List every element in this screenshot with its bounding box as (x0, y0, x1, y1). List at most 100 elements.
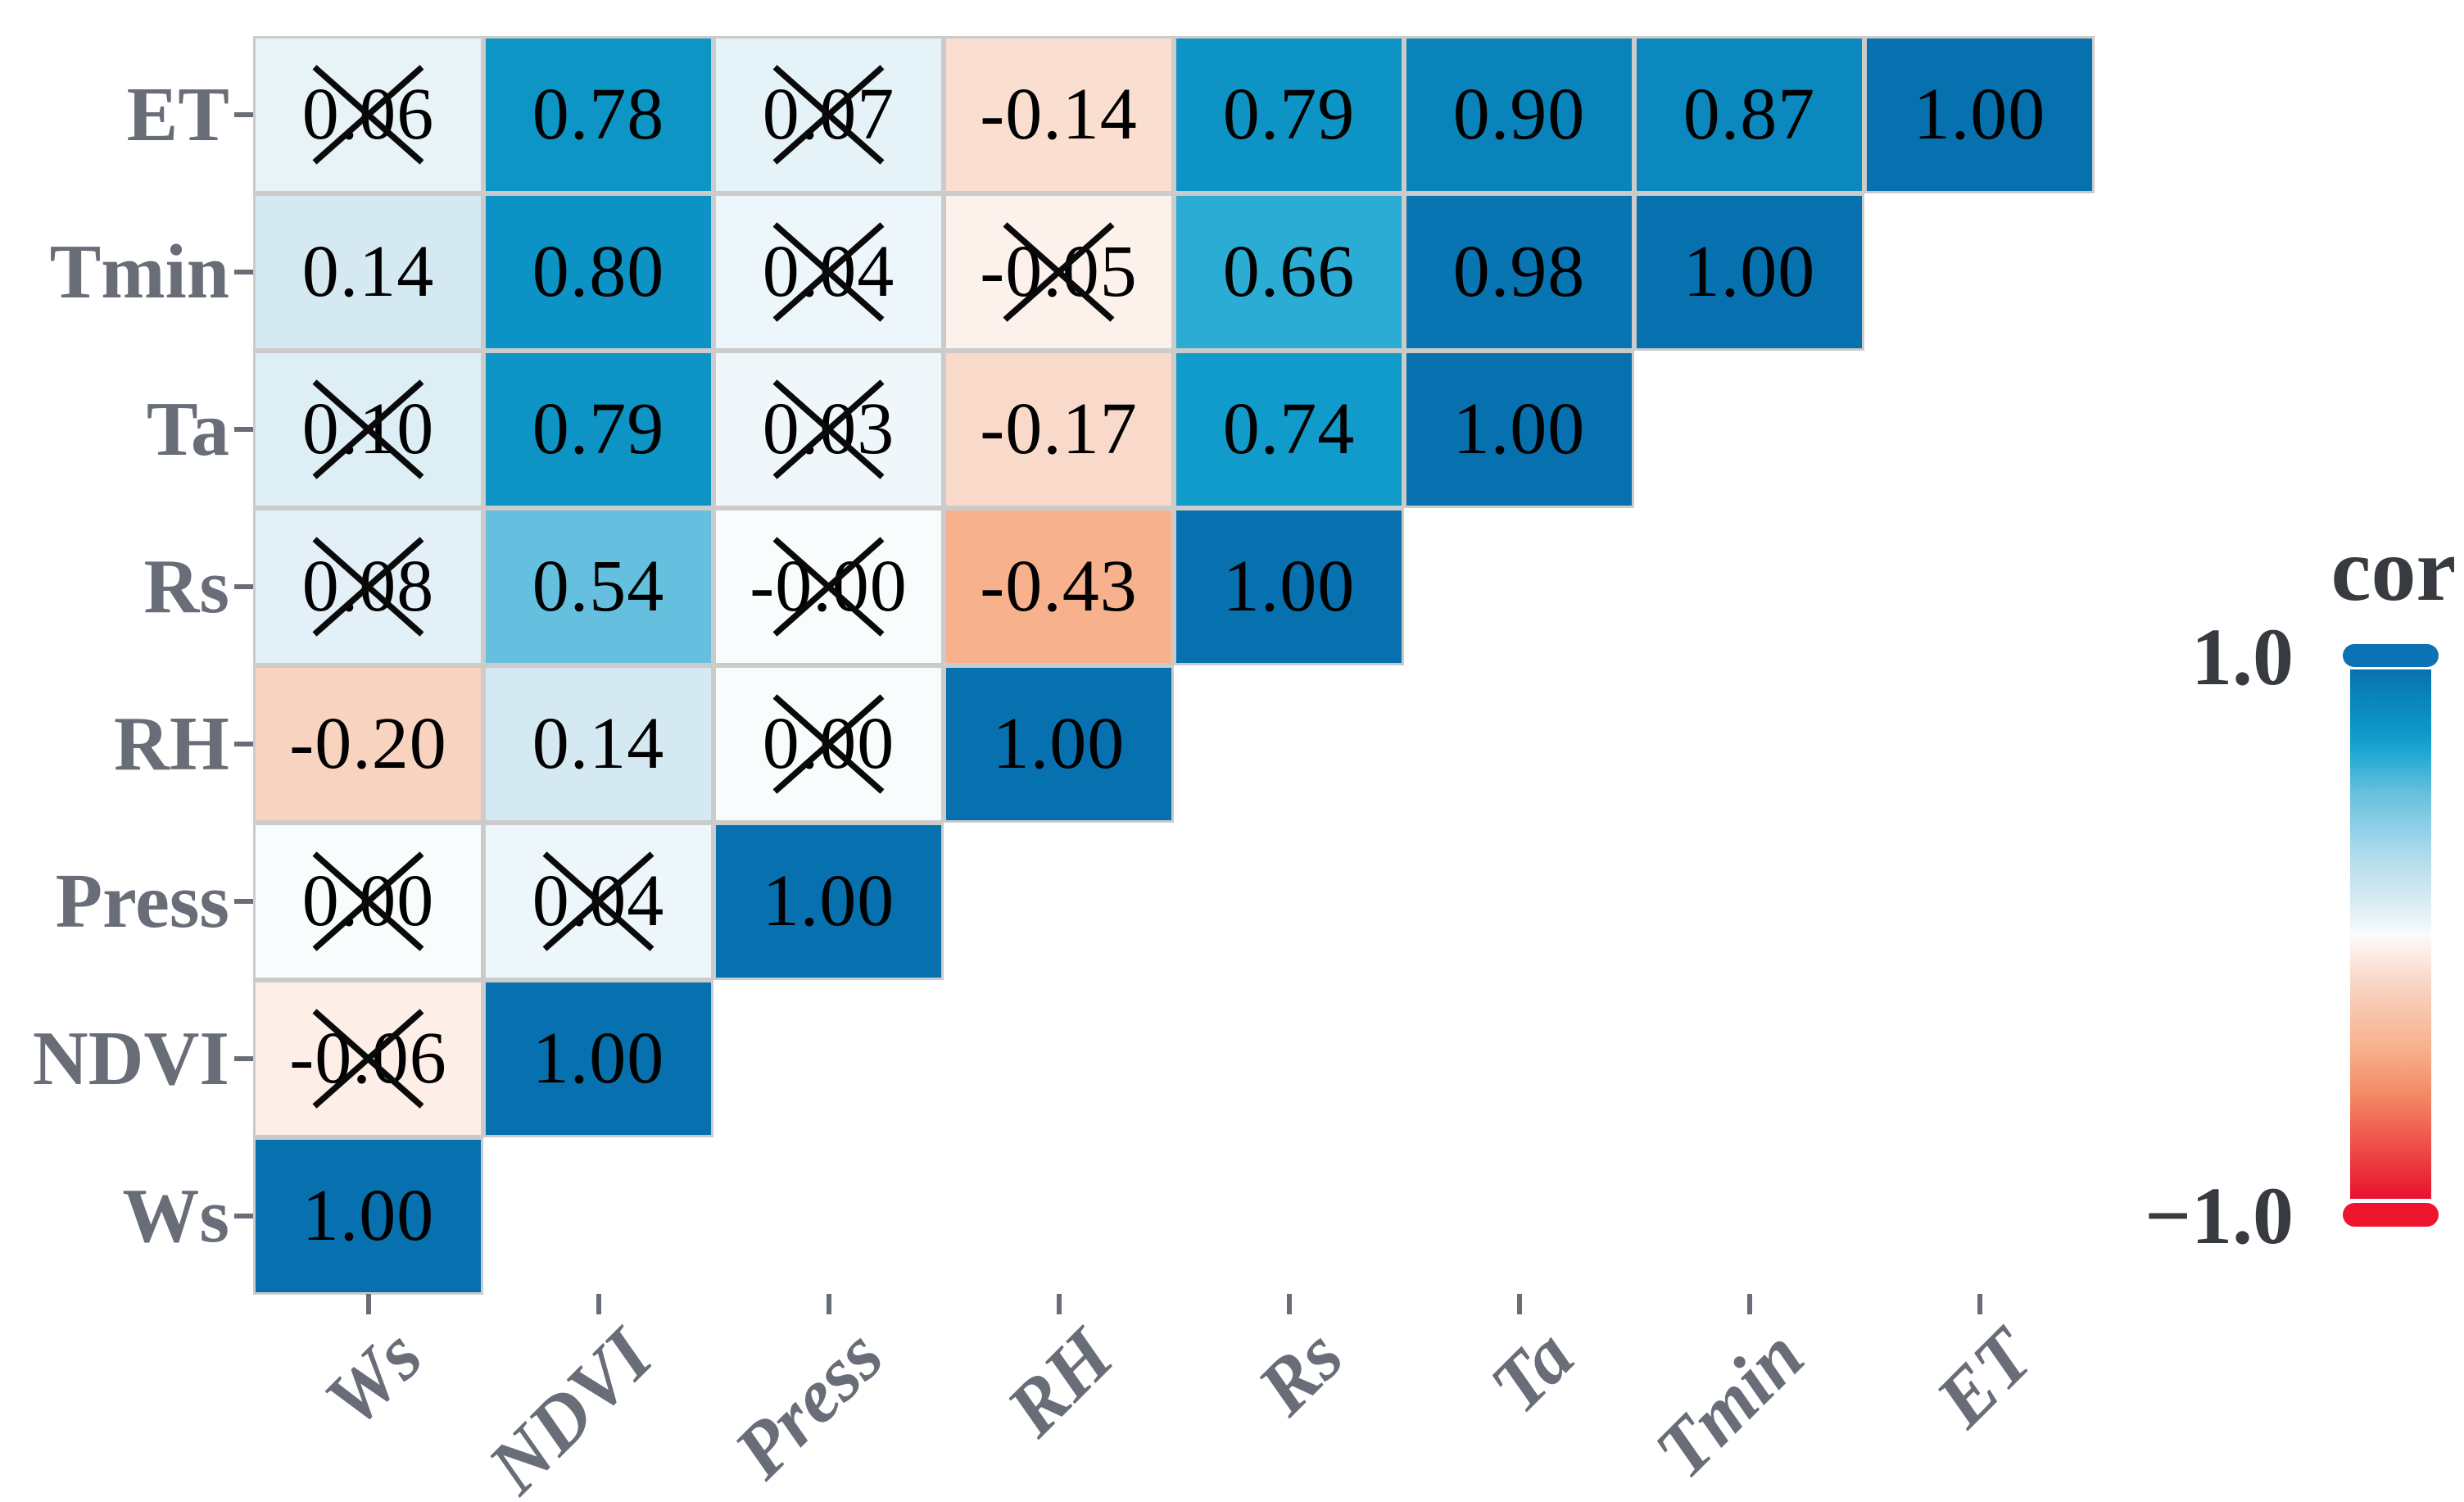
x-axis-label-Press: Press (718, 1313, 899, 1495)
x-axis-label-NDVI: NDVI (472, 1313, 669, 1502)
matrix-cell-NDVI-Ws: -0.06 (253, 980, 483, 1137)
matrix-cell-Tmin-Ws: 0.14 (253, 193, 483, 351)
cell-value: 1.00 (992, 703, 1126, 784)
colorbar-top-cap (2343, 644, 2439, 667)
legend-max-label: 1.0 (2191, 611, 2294, 702)
matrix-cell-Press-Ws: 0.00 (253, 823, 483, 980)
y-axis-label-Ta: Ta (146, 387, 229, 472)
matrix-cell-Tmin-NDVI: 0.80 (483, 193, 713, 351)
cell-value: 1.00 (762, 860, 895, 942)
matrix-cell-Rs-Ws: 0.08 (253, 508, 483, 665)
y-axis-tick (234, 1056, 254, 1061)
not-significant-cross-icon (772, 222, 885, 322)
x-axis-label-Ta: Ta (1474, 1313, 1590, 1429)
matrix-cell-Tmin-Tmin: 1.00 (1634, 193, 1864, 351)
cell-value: 0.74 (1222, 388, 1356, 470)
x-axis-label-Tmin: Tmin (1638, 1313, 1820, 1495)
matrix-cell-Ta-Rs: 0.74 (1174, 351, 1404, 508)
cell-value: 1.00 (1222, 546, 1356, 627)
x-axis-label-Rs: Rs (1241, 1313, 1360, 1432)
not-significant-cross-icon (312, 851, 424, 951)
cell-value: 0.79 (532, 388, 665, 470)
not-significant-cross-icon (312, 537, 424, 637)
cell-value: 1.00 (1683, 231, 1816, 312)
matrix-cell-NDVI-NDVI: 1.00 (483, 980, 713, 1137)
matrix-cell-Press-Press: 1.00 (713, 823, 944, 980)
y-axis-label-Press: Press (55, 859, 229, 944)
matrix-cell-Tmin-Rs: 0.66 (1174, 193, 1404, 351)
cell-value: 0.14 (301, 231, 435, 312)
matrix-cell-Rs-Rs: 1.00 (1174, 508, 1404, 665)
y-axis-label-Tmin: Tmin (49, 229, 229, 315)
cell-value: 0.14 (532, 703, 665, 784)
cell-value: -0.43 (980, 546, 1138, 627)
y-axis-tick (234, 427, 254, 432)
x-axis-tick (1516, 1294, 1522, 1314)
cell-value: 0.80 (532, 231, 665, 312)
x-axis-tick (826, 1294, 831, 1314)
not-significant-cross-icon (312, 379, 424, 479)
matrix-cell-RH-NDVI: 0.14 (483, 665, 713, 823)
matrix-cell-RH-Press: 0.00 (713, 665, 944, 823)
x-axis-label-RH: RH (990, 1313, 1130, 1453)
cell-value: 0.79 (1222, 74, 1356, 155)
matrix-cell-Rs-NDVI: 0.54 (483, 508, 713, 665)
cell-value: 1.00 (301, 1175, 435, 1256)
y-axis-label-ET: ET (126, 72, 229, 157)
y-axis-tick (234, 112, 254, 117)
matrix-cell-RH-RH: 1.00 (944, 665, 1174, 823)
not-significant-cross-icon (772, 65, 885, 165)
cell-value: 0.54 (532, 546, 665, 627)
y-axis-label-Rs: Rs (143, 544, 229, 629)
matrix-cell-Ta-Press: 0.03 (713, 351, 944, 508)
matrix-cell-Ta-NDVI: 0.79 (483, 351, 713, 508)
matrix-cell-ET-Tmin: 0.87 (1634, 36, 1864, 193)
matrix-cell-ET-RH: -0.14 (944, 36, 1174, 193)
not-significant-cross-icon (772, 694, 885, 794)
matrix-cell-Tmin-Ta: 0.98 (1404, 193, 1634, 351)
cell-value: -0.17 (980, 388, 1138, 470)
x-axis-label-ET: ET (1920, 1313, 2050, 1443)
cell-value: 0.90 (1452, 74, 1586, 155)
y-axis-tick (234, 1214, 254, 1218)
y-axis-tick (234, 742, 254, 746)
y-axis-label-RH: RH (114, 701, 229, 787)
cell-value: 0.98 (1452, 231, 1586, 312)
not-significant-cross-icon (542, 851, 654, 951)
cell-value: 1.00 (1452, 388, 1586, 470)
legend-min-label: −1.0 (2145, 1170, 2294, 1261)
not-significant-cross-icon (1003, 222, 1115, 322)
matrix-cell-Ws-Ws: 1.00 (253, 1137, 483, 1295)
cell-value: 1.00 (532, 1018, 665, 1099)
y-axis-label-NDVI: NDVI (32, 1016, 229, 1101)
not-significant-cross-icon (772, 379, 885, 479)
not-significant-cross-icon (312, 1009, 424, 1109)
cell-value: 0.78 (532, 74, 665, 155)
matrix-cell-Ta-Ta: 1.00 (1404, 351, 1634, 508)
legend-title: cor (2330, 520, 2457, 619)
matrix-cell-Press-NDVI: 0.04 (483, 823, 713, 980)
cell-value: 0.87 (1683, 74, 1816, 155)
y-axis-tick (234, 584, 254, 589)
y-axis-tick (234, 899, 254, 904)
x-axis-tick (1977, 1294, 1982, 1314)
matrix-cell-ET-Ws: 0.06 (253, 36, 483, 193)
matrix-cell-ET-Press: 0.07 (713, 36, 944, 193)
matrix-cell-ET-NDVI: 0.78 (483, 36, 713, 193)
matrix-cell-ET-ET: 1.00 (1864, 36, 2095, 193)
y-axis-tick (234, 270, 254, 275)
x-axis-tick (1286, 1294, 1292, 1314)
cell-value: -0.14 (980, 74, 1138, 155)
matrix-cell-Ta-RH: -0.17 (944, 351, 1174, 508)
matrix-cell-RH-Ws: -0.20 (253, 665, 483, 823)
matrix-cell-Rs-RH: -0.43 (944, 508, 1174, 665)
matrix-cell-Rs-Press: -0.00 (713, 508, 944, 665)
not-significant-cross-icon (312, 65, 424, 165)
cell-value: 0.66 (1222, 231, 1356, 312)
matrix-cell-ET-Ta: 0.90 (1404, 36, 1634, 193)
matrix-cell-Tmin-RH: -0.05 (944, 193, 1174, 351)
x-axis-tick (1746, 1294, 1752, 1314)
y-axis-label-Ws: Ws (122, 1173, 229, 1259)
x-axis-tick (596, 1294, 601, 1314)
